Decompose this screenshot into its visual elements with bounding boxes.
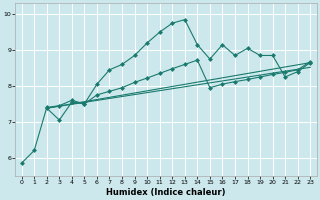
X-axis label: Humidex (Indice chaleur): Humidex (Indice chaleur) [106, 188, 226, 197]
